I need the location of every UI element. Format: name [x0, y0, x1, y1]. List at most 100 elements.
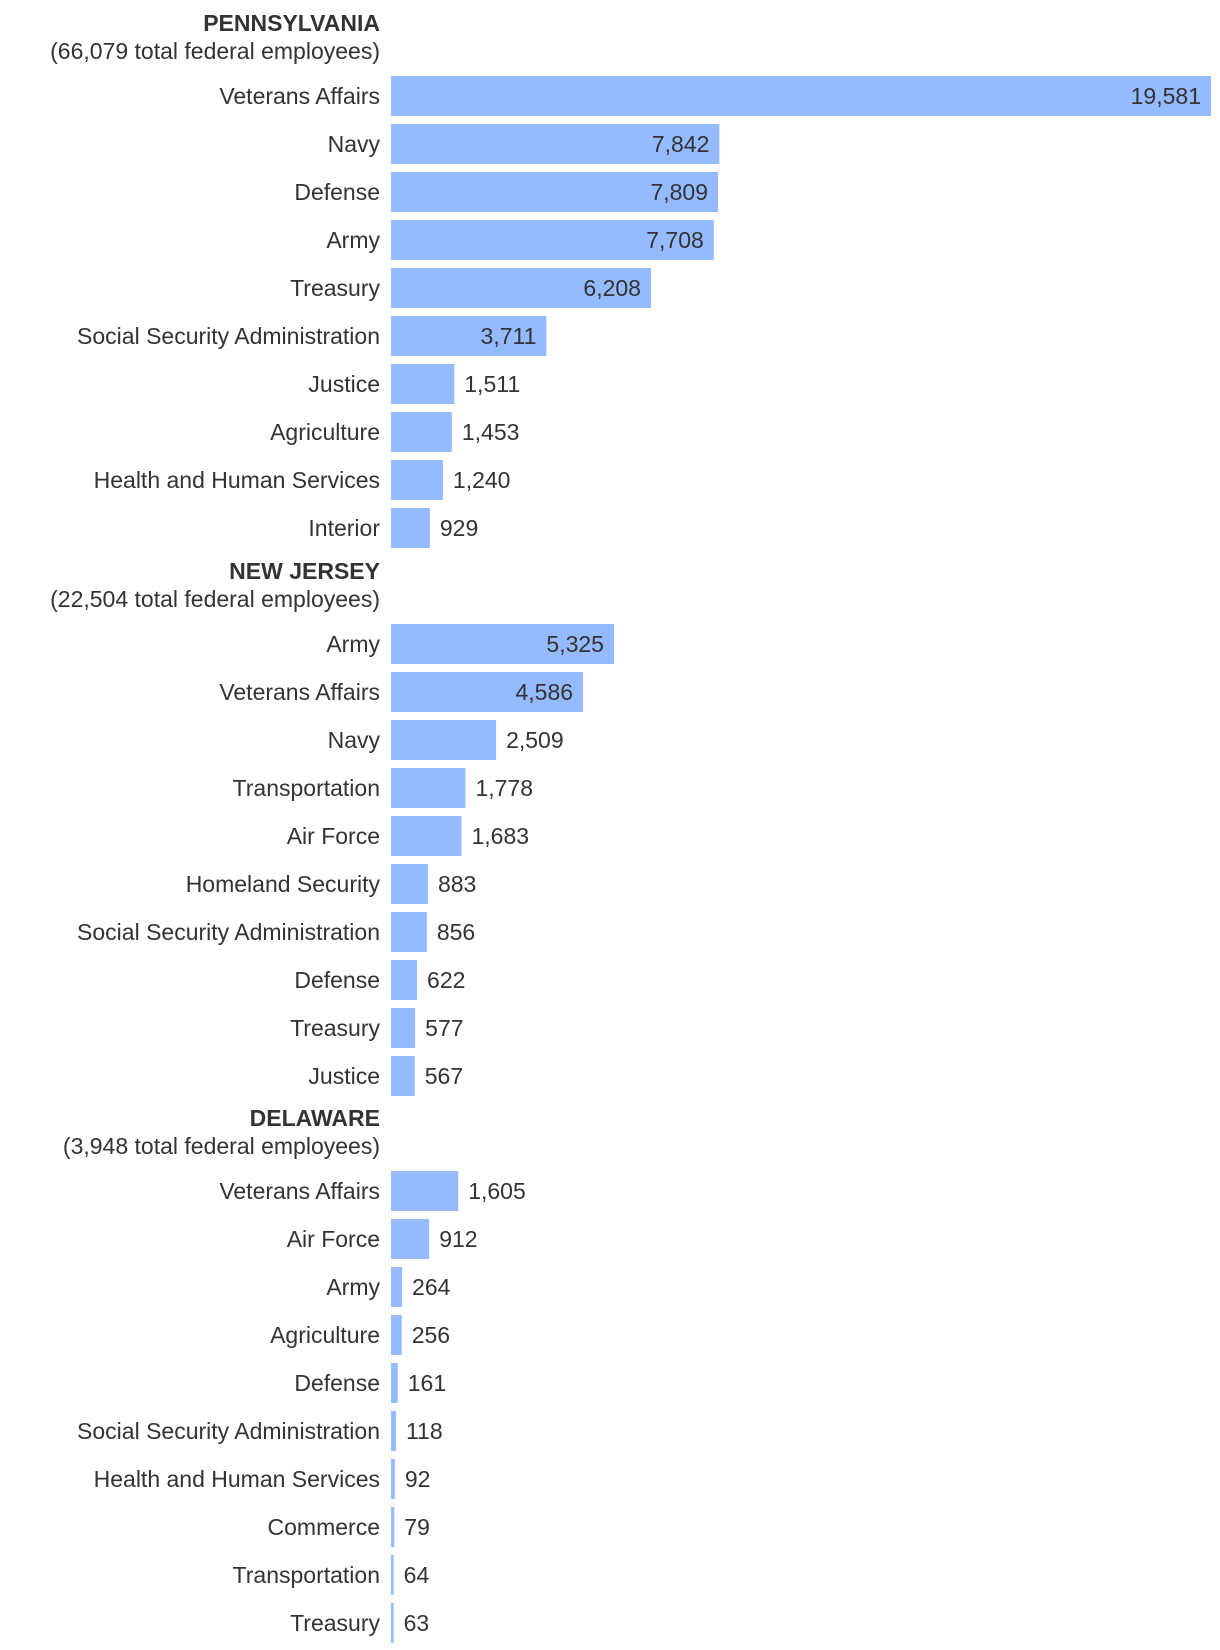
value-label: 3,711 [481, 323, 537, 349]
chart-group-2: DELAWARE(3,948 total federal employees) V… [63, 1105, 526, 1643]
category-label: Veterans Affairs [219, 83, 380, 109]
value-label: 567 [425, 1063, 463, 1089]
value-label: 4,586 [515, 679, 573, 705]
value-label: 161 [408, 1370, 446, 1396]
chart-group-0: PENNSYLVANIA(66,079 total federal employ… [50, 10, 1211, 548]
bar [391, 220, 714, 260]
value-label: 256 [412, 1322, 450, 1348]
category-label: Veterans Affairs [219, 1178, 380, 1204]
bar [391, 624, 614, 664]
bar [391, 412, 452, 452]
category-label: Health and Human Services [94, 467, 380, 493]
bar [391, 720, 497, 760]
value-label: 1,778 [475, 775, 533, 801]
category-label: Air Force [287, 1226, 380, 1252]
bar [391, 1459, 395, 1499]
bar [391, 316, 547, 356]
category-label: Army [326, 1274, 380, 1300]
group-subtitle: (22,504 total federal employees) [50, 586, 380, 612]
bar [391, 1411, 396, 1451]
value-label: 856 [437, 919, 475, 945]
bar [391, 1219, 430, 1259]
category-label: Veterans Affairs [219, 679, 380, 705]
category-label: Commerce [268, 1514, 380, 1540]
bar [391, 76, 1211, 116]
bar [391, 268, 651, 308]
category-label: Army [326, 227, 380, 253]
value-label: 64 [404, 1562, 430, 1588]
value-label: 929 [440, 515, 478, 541]
bar [391, 364, 455, 404]
category-label: Army [326, 631, 380, 657]
category-label: Interior [308, 515, 380, 541]
value-label: 1,605 [468, 1178, 526, 1204]
category-label: Homeland Security [186, 871, 381, 897]
bar [391, 1555, 394, 1595]
bar [391, 1267, 403, 1307]
bar [391, 1315, 402, 1355]
category-label: Justice [308, 1063, 380, 1089]
value-label: 2,509 [506, 727, 564, 753]
group-subtitle: (3,948 total federal employees) [63, 1133, 380, 1159]
bar [391, 1363, 398, 1403]
value-label: 63 [404, 1610, 430, 1636]
category-label: Health and Human Services [94, 1466, 380, 1492]
value-label: 7,708 [646, 227, 704, 253]
bar [391, 1056, 415, 1096]
category-label: Transportation [233, 775, 380, 801]
category-label: Defense [294, 179, 380, 205]
category-label: Social Security Administration [77, 323, 380, 349]
bar [391, 768, 466, 808]
bar [391, 172, 719, 212]
bar [391, 124, 720, 164]
group-title: DELAWARE [250, 1105, 380, 1131]
category-label: Defense [294, 1370, 380, 1396]
group-title: PENNSYLVANIA [203, 10, 380, 36]
category-label: Treasury [290, 1015, 380, 1041]
group-title: NEW JERSEY [229, 558, 380, 584]
value-label: 1,240 [453, 467, 511, 493]
value-label: 1,511 [464, 371, 520, 397]
bar [391, 1603, 394, 1643]
chart-group-1: NEW JERSEY(22,504 total federal employee… [50, 558, 614, 1096]
bar [391, 864, 428, 904]
value-label: 5,325 [546, 631, 604, 657]
category-label: Treasury [290, 1610, 380, 1636]
category-label: Defense [294, 967, 380, 993]
value-label: 118 [406, 1418, 443, 1444]
value-label: 6,208 [583, 275, 641, 301]
bar [391, 1008, 416, 1048]
bar [391, 816, 462, 856]
bar [391, 1507, 395, 1547]
value-label: 19,581 [1131, 83, 1201, 109]
value-label: 92 [405, 1466, 431, 1492]
value-label: 577 [425, 1015, 463, 1041]
value-label: 912 [439, 1226, 477, 1252]
value-label: 79 [404, 1514, 430, 1540]
category-label: Navy [328, 131, 381, 157]
value-label: 883 [438, 871, 476, 897]
group-subtitle: (66,079 total federal employees) [50, 38, 380, 64]
value-label: 7,809 [650, 179, 708, 205]
value-label: 264 [412, 1274, 451, 1300]
value-label: 622 [427, 967, 465, 993]
bar [391, 1171, 459, 1211]
bar [391, 508, 430, 548]
bar [391, 460, 443, 500]
category-label: Social Security Administration [77, 1418, 380, 1444]
category-label: Air Force [287, 823, 380, 849]
value-label: 7,842 [652, 131, 710, 157]
category-label: Navy [328, 727, 381, 753]
category-label: Social Security Administration [77, 919, 380, 945]
category-label: Treasury [290, 275, 380, 301]
category-label: Transportation [233, 1562, 380, 1588]
bar [391, 960, 418, 1000]
value-label: 1,453 [462, 419, 520, 445]
bar [391, 672, 584, 712]
category-label: Agriculture [270, 1322, 380, 1348]
value-label: 1,683 [471, 823, 529, 849]
category-label: Agriculture [270, 419, 380, 445]
category-label: Justice [308, 371, 380, 397]
bar [391, 912, 427, 952]
